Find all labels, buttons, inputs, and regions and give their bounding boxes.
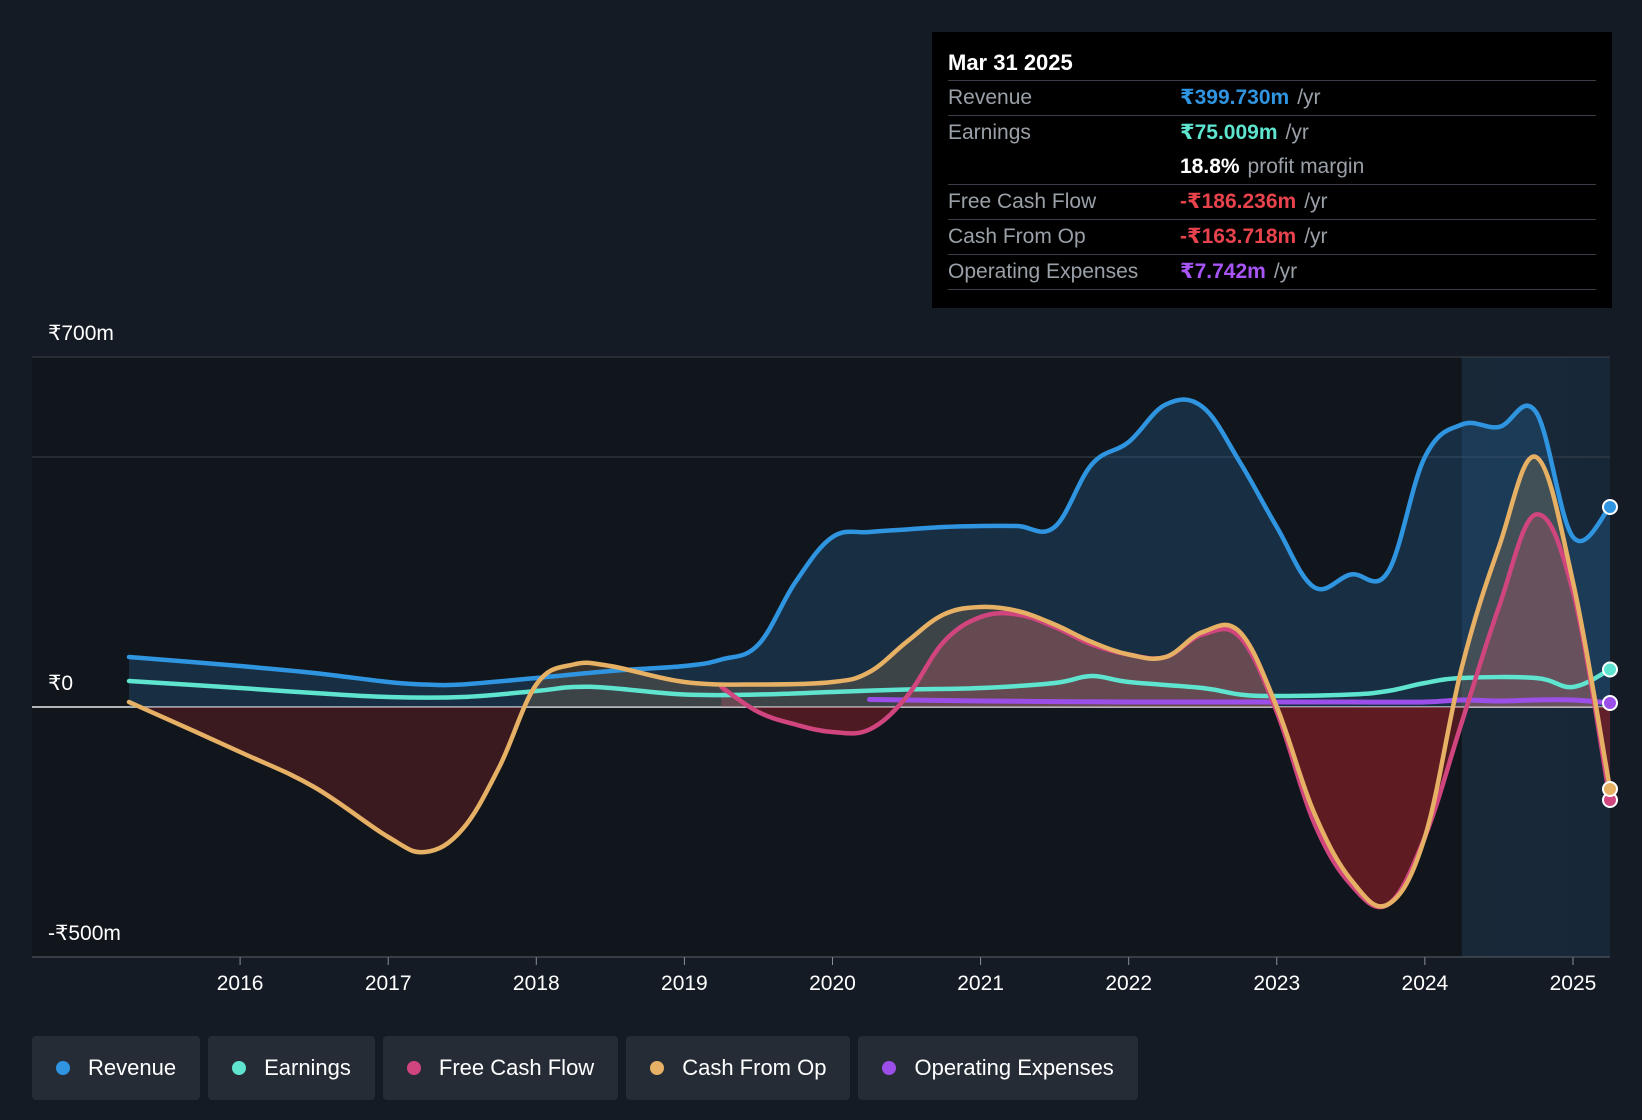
tooltip-unit: /yr [1273, 260, 1298, 283]
y-label-top: ₹700m [48, 322, 114, 345]
series-line-cash-from-op [126, 454, 1613, 909]
x-tick-label: 2018 [513, 972, 560, 995]
x-tick-label: 2020 [809, 972, 856, 995]
tooltip-row-earnings: Earnings ₹75.009m /yr [948, 116, 1596, 150]
tooltip-unit: /yr [1285, 121, 1309, 144]
tooltip-label: Free Cash Flow [948, 190, 1097, 213]
legend-item-operating-expenses[interactable]: Operating Expenses [858, 1036, 1138, 1100]
tooltip-value: 18.8% [1180, 155, 1240, 178]
tooltip-value: ₹75.009m [1180, 121, 1278, 144]
series-line-operating-expenses [867, 697, 1613, 706]
legend-dot-icon [56, 1061, 70, 1075]
series-area-free-cash-flow [721, 514, 1610, 707]
y-label-zero: ₹0 [48, 672, 74, 695]
tooltip-label: Cash From Op [948, 225, 1086, 248]
x-tick-label: 2019 [661, 972, 708, 995]
x-tick-label: 2024 [1402, 972, 1449, 995]
tooltip-label: Operating Expenses [948, 260, 1139, 283]
x-tick-label: 2023 [1253, 972, 1300, 995]
series-end-marker-revenue [1602, 499, 1618, 515]
x-tick-label: 2021 [957, 972, 1004, 995]
series-end-marker-cash-from-op [1602, 781, 1618, 797]
series-area-cash-from-op [129, 456, 1610, 707]
tooltip-unit: profit margin [1247, 155, 1365, 178]
tooltip-date: Mar 31 2025 [948, 46, 1596, 81]
legend-label: Operating Expenses [914, 1055, 1114, 1080]
series-area-negative-cash-from-op [129, 707, 1610, 907]
legend-dot-icon [232, 1061, 247, 1075]
tooltip-row-cfo: Cash From Op -₹163.718m /yr [948, 220, 1596, 255]
series-end-marker-earnings [1602, 661, 1618, 678]
tooltip-unit: /yr [1304, 225, 1328, 248]
legend-item-cash-from-op[interactable]: Cash From Op [626, 1036, 851, 1100]
tooltip-unit: /yr [1297, 86, 1321, 109]
legend-dot-icon [406, 1061, 421, 1075]
series-line-free-cash-flow [719, 512, 1613, 910]
chart-plot: 2016 2017 2018 2019 2020 2021 2022 2023 2024 2025 [32, 356, 1618, 995]
series-line-earnings [126, 667, 1613, 700]
tooltip-unit: /yr [1304, 190, 1328, 213]
legend-label: Free Cash Flow [438, 1055, 595, 1080]
legend-label: Revenue [88, 1055, 177, 1080]
tooltip-value: -₹186.236m [1180, 190, 1297, 213]
tooltip-value: ₹7.742m [1180, 260, 1266, 283]
x-tick-label: 2022 [1105, 972, 1152, 995]
series-area-negative-free-cash-flow [721, 707, 1610, 908]
tooltip-label: Earnings [948, 121, 1031, 144]
legend-dot-icon [882, 1061, 897, 1075]
tooltip-label: Revenue [948, 86, 1033, 109]
x-tick-label: 2025 [1550, 972, 1597, 995]
tooltip-value: -₹163.718m [1180, 225, 1297, 248]
y-label-bottom: -₹500m [48, 922, 121, 945]
legend-item-earnings[interactable]: Earnings [208, 1036, 375, 1100]
tooltip-row-revenue: Revenue ₹399.730m /yr [948, 81, 1596, 116]
x-tick-label: 2017 [365, 972, 412, 995]
legend-item-free-cash-flow[interactable]: Free Cash Flow [382, 1036, 619, 1100]
tooltip-row-opex: Operating Expenses ₹7.742m /yr [948, 255, 1596, 290]
legend-item-revenue[interactable]: Revenue [32, 1036, 201, 1100]
legend: Revenue Earnings Free Cash Flow Cash Fro… [32, 1036, 1138, 1100]
tooltip-row-margin: 18.8% profit margin [948, 150, 1596, 185]
series-end-marker-operating-expenses [1602, 695, 1618, 711]
series-line-revenue [126, 397, 1613, 688]
legend-label: Cash From Op [682, 1055, 827, 1080]
legend-dot-icon [650, 1061, 665, 1075]
x-tick-label: 2016 [217, 972, 264, 995]
legend-label: Earnings [264, 1055, 351, 1080]
tooltip-panel: Mar 31 2025 Revenue ₹399.730m /yr Earnin… [932, 32, 1612, 308]
tooltip-value: ₹399.730m [1180, 86, 1290, 109]
tooltip-row-fcf: Free Cash Flow -₹186.236m /yr [948, 185, 1596, 220]
tooltip-label [948, 150, 1180, 184]
